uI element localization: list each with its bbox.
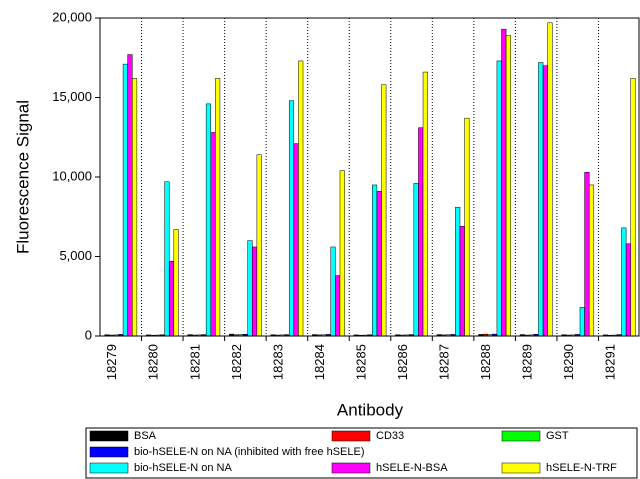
bar — [630, 78, 636, 337]
y-axis-title: Fluorescence Signal — [13, 100, 32, 254]
bar — [621, 227, 627, 337]
bar — [127, 54, 133, 337]
bar — [298, 60, 304, 337]
bar — [215, 78, 221, 337]
bar — [538, 62, 544, 337]
legend-label: bio-hSELE-N on NA — [134, 462, 232, 474]
y-tick-label: 20,000 — [52, 9, 92, 24]
bar — [330, 246, 336, 337]
bar — [247, 240, 253, 337]
x-tick-label: 18280 — [146, 344, 161, 380]
bar — [132, 78, 138, 337]
bar — [625, 243, 631, 337]
legend-label: GST — [546, 430, 569, 442]
legend-label: hSELE-N-BSA — [376, 462, 448, 474]
bar — [505, 35, 511, 337]
bar — [293, 143, 299, 337]
x-tick-label: 18285 — [353, 344, 368, 380]
bar — [288, 100, 295, 337]
legend-swatch — [501, 430, 541, 442]
legend-swatch — [331, 462, 371, 474]
legend-swatch — [89, 462, 129, 474]
x-tick-label: 18290 — [561, 344, 576, 380]
x-tick-label: 18288 — [478, 344, 493, 380]
legend-swatch — [89, 430, 129, 442]
y-tick-label: 0 — [85, 327, 92, 342]
bar — [252, 246, 258, 337]
bar — [501, 28, 507, 337]
plot-frame — [99, 17, 640, 337]
bar — [413, 183, 419, 337]
bar — [376, 191, 382, 337]
x-tick-label: 18286 — [395, 344, 410, 380]
x-tick-label: 18282 — [229, 344, 244, 380]
bar — [335, 275, 341, 337]
legend-label: CD33 — [376, 430, 404, 442]
legend-label: BSA — [134, 430, 157, 442]
y-tick-label: 10,000 — [52, 168, 92, 183]
bar — [584, 171, 590, 337]
bar — [542, 65, 548, 337]
bar — [256, 154, 262, 337]
bar — [205, 103, 211, 337]
bar — [547, 22, 553, 337]
x-tick-label: 18283 — [270, 344, 285, 380]
legend-label: bio-hSELE-N on NA (inhibited with free h… — [134, 446, 365, 458]
x-tick-label: 18284 — [312, 344, 327, 380]
x-tick-label: 18287 — [437, 344, 452, 380]
bar — [210, 132, 216, 337]
legend-label: hSELE-N-TRF — [546, 462, 617, 474]
x-tick-label: 18289 — [520, 344, 535, 380]
x-axis-title: Antibody — [337, 400, 404, 419]
bar — [164, 181, 170, 337]
bar — [339, 170, 345, 337]
bar — [122, 63, 128, 337]
bar — [588, 184, 595, 337]
bar — [372, 184, 378, 337]
bar — [455, 206, 461, 337]
bar — [168, 261, 175, 337]
bar — [173, 229, 179, 337]
bar — [579, 307, 585, 337]
x-tick-label: 18281 — [187, 344, 202, 380]
x-tick-label: 18279 — [104, 344, 119, 380]
y-tick-label: 15,000 — [52, 89, 92, 104]
bar — [418, 127, 424, 337]
bar — [459, 226, 465, 337]
legend-swatch — [331, 430, 371, 442]
bar — [464, 117, 470, 337]
bar — [496, 60, 502, 337]
y-tick-label: 5,000 — [59, 248, 92, 263]
legend-swatch — [89, 446, 129, 458]
x-tick-label: 18291 — [603, 344, 618, 380]
legend-swatch — [501, 462, 541, 474]
bar — [422, 71, 428, 337]
bar — [381, 84, 387, 337]
